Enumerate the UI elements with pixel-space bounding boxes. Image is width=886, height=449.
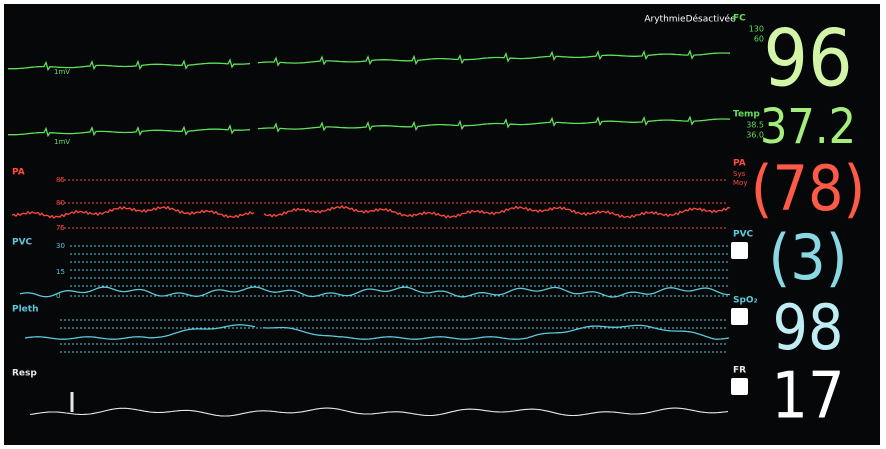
parameter-sublabel: Sys [733, 170, 746, 178]
alarm-limit: 130 [749, 25, 764, 34]
parameter-label: FC [733, 14, 746, 24]
alarm-status: ArythmieDésactivée [644, 14, 736, 25]
status-box [731, 378, 748, 395]
status-box [731, 308, 748, 325]
waveform-label: PVC [12, 238, 33, 248]
screen-background [4, 4, 880, 445]
parameter-value: 17 [771, 360, 844, 434]
parameter-label: PVC [733, 230, 754, 240]
parameter-value: 96 [763, 14, 852, 104]
scale-tick: 0 [56, 292, 60, 300]
scale-tick: 80 [56, 199, 65, 207]
parameter-label: FR [733, 366, 746, 376]
monitor-screen: ArythmieDésactivée 1mV 1mV PA 85 80 75 PVC 30 15… [0, 0, 886, 449]
parameter-label: PA [733, 159, 746, 169]
parameter-sublabel: Moy [733, 179, 747, 187]
scale-label: 1mV [54, 138, 70, 146]
parameter-value: 98 [773, 291, 844, 364]
scale-label: 1mV [54, 68, 70, 76]
waveform-label: PA [12, 168, 25, 178]
scale-tick: 15 [56, 268, 65, 276]
scale-tick: 85 [56, 176, 65, 184]
parameter-value: (3) [768, 221, 847, 294]
parameter-value: (78) [751, 152, 866, 225]
status-box [731, 242, 748, 259]
parameter-value: 37.2 [760, 99, 856, 155]
parameter-label: SpO₂ [733, 296, 758, 306]
waveform-label: Pleth [12, 305, 39, 315]
scale-tick: 30 [56, 242, 65, 250]
waveform-label: Resp [12, 369, 37, 379]
parameter-label: Temp [733, 110, 760, 120]
scale-tick: 75 [56, 224, 65, 232]
